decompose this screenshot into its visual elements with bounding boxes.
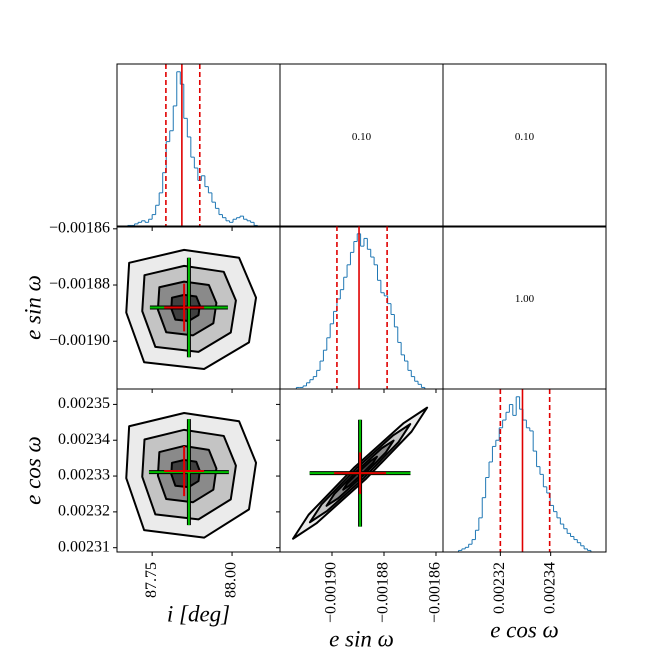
y-tick-label: −0.00186 — [49, 219, 110, 236]
x-tick-label: 87.75 — [143, 562, 160, 598]
y-tick-label: −0.00188 — [49, 276, 110, 293]
y-tick-label: 0.00235 — [58, 395, 110, 412]
x-tick-label: 0.00232 — [491, 562, 508, 614]
y-axis-label: e sin ω — [20, 275, 45, 340]
y-axis-label: e cos ω — [20, 436, 45, 505]
histogram — [455, 396, 592, 553]
y-tick-label: 0.00231 — [58, 538, 110, 555]
x-tick-label: 0.00234 — [541, 562, 558, 614]
x-axis-label: i [deg] — [167, 601, 230, 626]
panel-frame — [116, 63, 281, 228]
histogram — [117, 71, 259, 228]
panel-frame — [442, 388, 607, 553]
panel-frame — [279, 225, 444, 390]
y-tick-label: 0.00232 — [58, 503, 110, 520]
y-tick-label: 0.00234 — [58, 431, 110, 448]
x-tick-label: −0.00190 — [323, 562, 340, 623]
histogram — [292, 233, 429, 390]
x-axis-label: e sin ω — [329, 626, 394, 651]
correlation-text: 0.10 — [515, 131, 535, 143]
y-tick-label: 0.00233 — [58, 467, 110, 484]
panel-frame — [442, 63, 607, 228]
x-tick-label: 88.00 — [223, 562, 240, 598]
x-tick-label: −0.00188 — [375, 562, 392, 623]
panel-frame — [442, 225, 607, 390]
x-tick-label: −0.00186 — [427, 562, 444, 623]
correlation-text: 0.10 — [352, 131, 372, 143]
correlation-text: 1.00 — [515, 293, 535, 305]
panel-frame — [279, 63, 444, 228]
y-tick-label: −0.00190 — [49, 332, 110, 349]
x-axis-label: e cos ω — [490, 617, 559, 642]
